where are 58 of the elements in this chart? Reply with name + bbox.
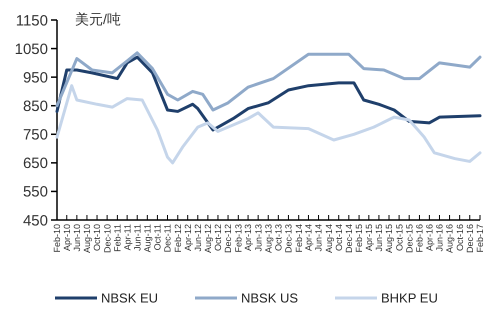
x-tick-label: Jun-16 [434,224,445,252]
x-tick-label: Jun-13 [253,224,264,252]
x-tick-label: Feb-14 [294,224,304,253]
x-tick-label: Dec-15 [404,224,414,254]
x-tick-label: Jun-12 [192,224,203,252]
legend-label: NBSK EU [101,290,158,306]
x-tick-label: Apr-16 [424,224,435,252]
x-tick-label: Feb-15 [354,224,364,253]
x-tick-label: Dec-13 [284,224,294,254]
x-tick-label: Dec-12 [223,224,234,254]
x-tick-label: Apr-13 [243,224,254,252]
x-tick-label: Feb-10 [52,224,62,253]
legend-label: NBSK US [241,290,298,306]
x-tick-label: Oct-16 [454,224,465,252]
x-tick-label: Dec-11 [162,224,173,252]
x-tick-label: Oct-11 [152,224,163,250]
y-axis-title: 美元/吨 [75,11,121,27]
x-tick-label: Oct-13 [273,224,284,252]
x-tick-label: Aug-11 [142,224,152,252]
x-tick-label: Apr-12 [182,224,193,252]
x-tick-label: Oct-10 [92,224,102,252]
x-tick-label: Oct-15 [394,224,404,252]
y-tick-label: 450 [22,212,48,230]
x-tick-label: Dec-10 [102,224,112,254]
x-tick-label: Apr-11 [122,224,132,250]
x-tick-label: Apr-10 [62,224,72,252]
x-tick-label: Aug-16 [444,224,455,254]
x-tick-label: Dec-16 [464,224,475,254]
x-tick-label: Feb-17 [475,224,486,253]
x-tick-label: Feb-11 [112,224,123,252]
x-tick-label: Jun-11 [132,224,142,251]
y-tick-label: 1050 [14,40,48,58]
line-series [56,51,482,112]
line-series [56,56,482,132]
x-tick-label: Apr-15 [364,224,374,252]
x-tick-label: Jun-14 [314,224,324,252]
y-tick-label: 550 [22,184,48,201]
y-tick-label: 850 [22,98,48,115]
x-tick-label: Aug-12 [203,224,214,254]
x-tick-label: Jun-10 [72,224,82,252]
y-tick-label: 650 [22,155,48,172]
x-tick-label: Feb-16 [414,224,425,253]
x-tick-label: Aug-15 [384,224,394,254]
x-tick-label: Feb-13 [233,224,244,253]
x-tick-label: Oct-14 [334,224,344,252]
x-tick-label: Aug-10 [82,224,92,254]
x-tick-label: Aug-13 [263,224,274,254]
line-series [56,84,482,164]
x-tick-label: Dec-14 [344,224,354,254]
y-tick-label: 750 [22,126,48,144]
x-tick-label: Jun-15 [374,224,384,252]
y-tick-label: 950 [22,69,48,86]
legend-label: BHKP EU [381,290,438,306]
x-tick-label: Aug-14 [324,224,334,254]
x-tick-label: Apr-14 [304,224,314,252]
y-tick-label: 1150 [16,12,48,30]
x-tick-label: Oct-12 [213,224,224,252]
x-tick-label: Feb-12 [172,224,183,253]
